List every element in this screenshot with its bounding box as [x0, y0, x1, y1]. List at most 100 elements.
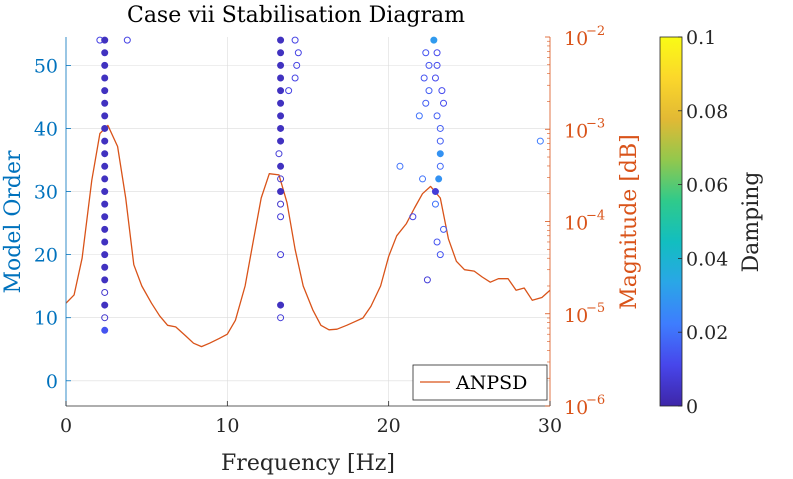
unstable-pole-point [422, 99, 430, 107]
left-axis-label: Model Order [1, 150, 26, 294]
left-tick-label: 10 [34, 308, 58, 330]
stable-pole-point [101, 326, 109, 334]
colorbar-ticks: 0 0.02 0.04 0.06 0.08 0.1 [678, 27, 728, 418]
stable-pole-point [101, 301, 109, 309]
right-tick-label-exp: −3 [586, 116, 605, 131]
stable-pole-point [277, 112, 285, 120]
legend: ANPSD [412, 364, 548, 401]
unstable-pole-point [423, 276, 431, 284]
colorbar-tick-label: 0.06 [686, 175, 728, 197]
unstable-pole-point [436, 137, 444, 145]
left-tick-label: 0 [46, 371, 58, 393]
anpsd-line-layer [66, 124, 550, 348]
stable-pole-point [101, 99, 109, 107]
unstable-pole-point [433, 61, 441, 69]
unstable-pole-point [277, 200, 285, 208]
legend-label-anpsd: ANPSD [455, 372, 527, 394]
stable-pole-point [277, 87, 285, 95]
unstable-pole-point [436, 162, 444, 170]
stable-pole-point [101, 150, 109, 158]
stable-pole-point [430, 36, 438, 44]
stable-pole-point [101, 225, 109, 233]
right-tick-label-base: 10 [564, 28, 588, 50]
stable-pole-point [101, 238, 109, 246]
poles-layer [96, 36, 544, 334]
right-tick-label-exp: −4 [586, 209, 605, 224]
left-tick-label: 50 [34, 55, 58, 77]
stable-pole-point [101, 87, 109, 95]
unstable-pole-point [433, 49, 441, 57]
unstable-pole-point [101, 288, 109, 296]
x-axis-label: Frequency [Hz] [221, 451, 395, 476]
colorbar-label: Damping [739, 172, 764, 273]
unstable-pole-point [425, 87, 433, 95]
colorbar: 0 0.02 0.04 0.06 0.08 0.1 Damping [659, 27, 764, 418]
x-tick-label: 30 [538, 415, 562, 437]
unstable-pole-point [419, 175, 427, 183]
stable-pole-point [101, 276, 109, 284]
unstable-pole-point [436, 124, 444, 132]
stable-pole-point [101, 200, 109, 208]
unstable-pole-point [409, 213, 417, 221]
colorbar-tick-label: 0 [686, 396, 698, 418]
stable-pole-point [101, 188, 109, 196]
unstable-pole-point [420, 74, 428, 82]
stable-pole-point [101, 162, 109, 170]
unstable-pole-point [275, 150, 283, 158]
stable-pole-point [101, 74, 109, 82]
right-axis-label: Magnitude [dB] [617, 134, 642, 309]
right-tick-label-exp: −5 [586, 301, 605, 316]
unstable-pole-point [436, 251, 444, 259]
stable-pole-point [277, 188, 285, 196]
unstable-pole-point [277, 175, 285, 183]
stable-pole-point [277, 137, 285, 145]
stable-pole-point [436, 150, 444, 158]
plot-background [66, 37, 550, 406]
colorbar-tick-label: 0.1 [686, 27, 716, 49]
chart-title: Case vii Stabilisation Diagram [127, 3, 465, 28]
anpsd-line [66, 124, 550, 348]
x-tick-label: 20 [377, 415, 401, 437]
colorbar-gradient [659, 36, 683, 407]
left-axis-ticks: 0 10 20 30 40 50 [34, 55, 71, 393]
stable-pole-point [101, 124, 109, 132]
stable-pole-point [101, 263, 109, 271]
stable-pole-point [101, 112, 109, 120]
left-tick-label: 20 [34, 245, 58, 267]
unstable-pole-point [431, 200, 439, 208]
unstable-pole-point [277, 213, 285, 221]
x-tick-label: 10 [215, 415, 239, 437]
unstable-pole-point [433, 112, 441, 120]
colorbar-tick-label: 0.02 [686, 322, 728, 344]
stable-pole-point [101, 36, 109, 44]
unstable-pole-point [440, 99, 448, 107]
colorbar-tick-label: 0.04 [686, 248, 728, 270]
colorbar-tick-label: 0.08 [686, 101, 728, 123]
unstable-pole-point [293, 61, 301, 69]
unstable-pole-point [285, 87, 293, 95]
unstable-pole-point [425, 61, 433, 69]
unstable-pole-point [536, 137, 544, 145]
stable-pole-point [277, 49, 285, 57]
grid-lines [66, 37, 550, 406]
stable-pole-point [101, 213, 109, 221]
unstable-pole-point [440, 225, 448, 233]
stable-pole-point [277, 36, 285, 44]
stable-pole-point [101, 137, 109, 145]
stable-pole-point [277, 301, 285, 309]
unstable-pole-point [431, 74, 439, 82]
x-tick-label: 0 [60, 415, 72, 437]
stable-pole-point [101, 175, 109, 183]
unstable-pole-point [396, 162, 404, 170]
stable-pole-point [277, 61, 285, 69]
stable-pole-point [101, 49, 109, 57]
unstable-pole-point [277, 314, 285, 322]
unstable-pole-point [415, 112, 423, 120]
unstable-pole-point [101, 314, 109, 322]
stable-pole-point [431, 188, 439, 196]
stable-pole-point [101, 251, 109, 259]
stable-pole-point [101, 61, 109, 69]
unstable-pole-point [277, 251, 285, 259]
x-axis-ticks: 0 10 20 30 [60, 401, 562, 437]
unstable-pole-point [291, 36, 299, 44]
